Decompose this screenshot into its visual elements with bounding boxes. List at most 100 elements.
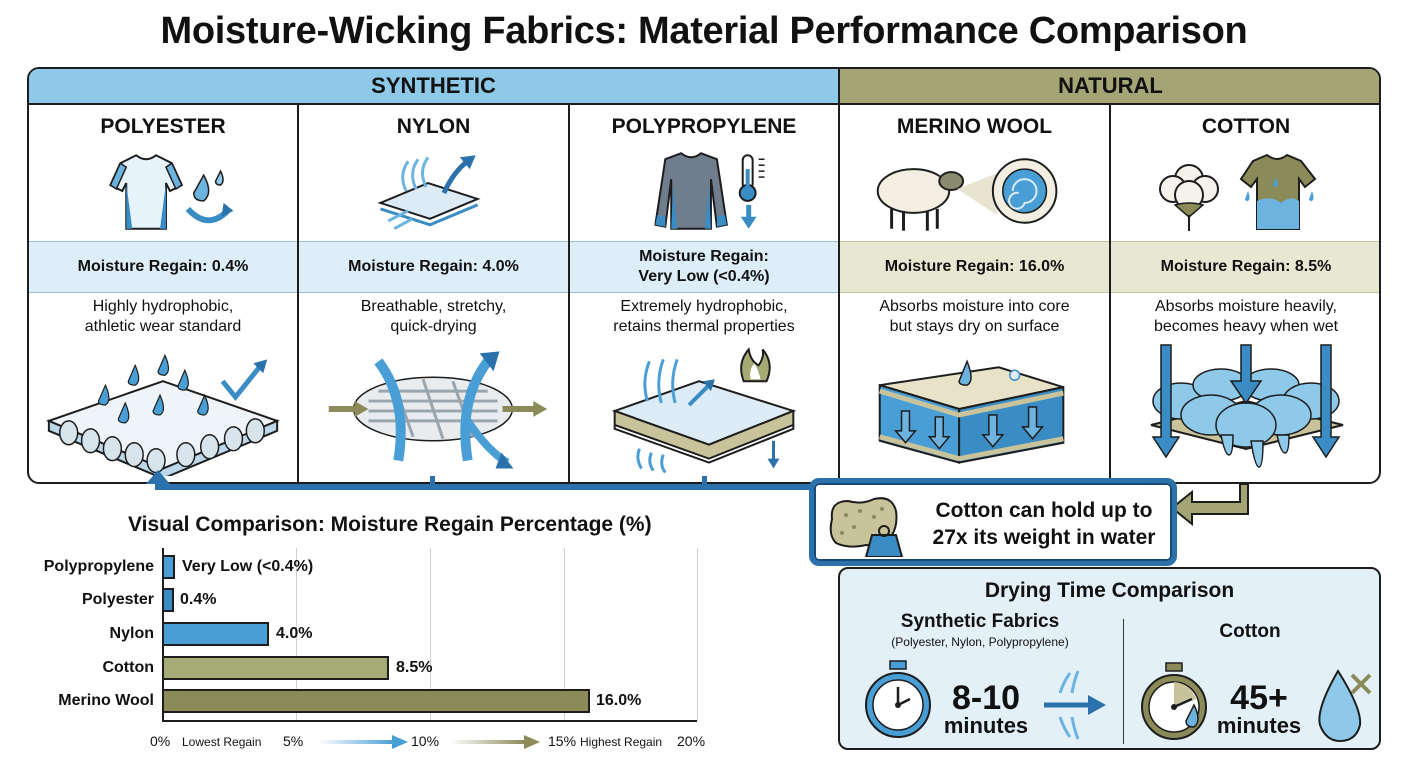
- arrow-right-icon: [450, 735, 540, 749]
- material-name: POLYPROPYLENE: [611, 115, 797, 138]
- material-name: POLYESTER: [100, 115, 226, 138]
- synthetic-heading: Synthetic Fabrics: [900, 611, 1060, 632]
- cotton-capacity-callout: Cotton can hold up to 27x its weight in …: [809, 478, 1177, 566]
- material-description: Breathable, stretchy, quick-drying: [299, 297, 568, 337]
- description-line: but stays dry on surface: [889, 318, 1060, 335]
- x-tick-label: 0%: [150, 733, 171, 749]
- moisture-regain-label: Moisture Regain:: [639, 248, 769, 265]
- group-header-natural: NATURAL: [840, 69, 1379, 105]
- synthetic-subheading: (Polyester, Nylon, Polypropylene): [891, 635, 1069, 649]
- gridline: [430, 548, 431, 721]
- moisture-regain: Moisture Regain: 4.0%: [299, 241, 568, 293]
- material-name: NYLON: [396, 115, 471, 138]
- material-description: Highly hydrophobic, athletic wear standa…: [29, 297, 297, 337]
- description-line: Absorbs moisture into core: [879, 298, 1070, 315]
- group-header-synthetic: SYNTHETIC: [29, 69, 840, 105]
- bar-label: Polypropylene: [43, 558, 154, 575]
- description-line: retains thermal properties: [613, 318, 795, 335]
- bar-value: 8.5%: [396, 659, 433, 676]
- moisture-regain-value: Moisture Regain: 16.0%: [884, 258, 1065, 275]
- material-column-merino-wool: MERINO WOOL Moisture Regain: 16.0% Absor…: [840, 105, 1111, 482]
- description-line: Absorbs moisture heavily,: [1155, 298, 1337, 315]
- bar-label: Cotton: [102, 659, 154, 676]
- thermal-layer-illustration: [611, 347, 797, 474]
- x-tick-label: 10%: [411, 733, 440, 749]
- drying-title: Drying Time Comparison: [984, 579, 1235, 602]
- connector-line: [155, 478, 161, 490]
- bar-value: 0.4%: [180, 591, 217, 608]
- arrow-left-icon: [1170, 484, 1249, 527]
- callout-line: 27x its weight in water: [932, 526, 1156, 549]
- connector-line: [702, 476, 707, 488]
- chart-title: Visual Comparison: Moisture Regain Perce…: [128, 513, 652, 536]
- material-column-nylon: NYLON Moisture Regain: 4.0% Breathable, …: [299, 105, 570, 482]
- cotton-wet-shirt-icon: [1159, 153, 1317, 231]
- synthetic-dry-unit: minutes: [943, 713, 1029, 738]
- x-tick-label: 20%: [677, 733, 706, 749]
- description-line: becomes heavy when wet: [1153, 318, 1339, 335]
- droplets-on-fibers-illustration: [46, 353, 280, 476]
- bar-label: Nylon: [109, 625, 154, 642]
- sponge-weight-icon: [829, 497, 904, 557]
- saturated-fibers-illustration: [1150, 344, 1344, 468]
- woven-airflow-illustration: [328, 351, 548, 469]
- comparison-table: SYNTHETIC NATURAL POLYESTER Moisture Reg…: [27, 67, 1381, 484]
- cotton-heading: Cotton: [1219, 621, 1281, 642]
- baselayer-thermometer-icon: [654, 152, 765, 230]
- bar-value: Very Low (<0.4%): [182, 558, 314, 575]
- fabric-airflow-icon: [377, 155, 481, 231]
- arrow-up-icon: [146, 470, 170, 484]
- moisture-regain-bar-chart: Polypropylene Very Low (<0.4%) Polyester…: [44, 548, 698, 722]
- moisture-regain: Moisture Regain: 8.5%: [1111, 241, 1379, 293]
- airflow-arrows-icon: [1044, 670, 1106, 740]
- material-name: COTTON: [1201, 115, 1291, 138]
- moisture-regain: Moisture Regain: Very Low (<0.4%): [570, 241, 838, 293]
- bar: [162, 689, 590, 713]
- synthetic-dry-value: 8-10: [951, 679, 1021, 717]
- absorbent-core-illustration: [878, 359, 1065, 464]
- material-name: MERINO WOOL: [896, 115, 1053, 138]
- shirt-water-icon: [109, 154, 234, 230]
- description-line: Highly hydrophobic,: [92, 298, 234, 315]
- material-description: Extremely hydrophobic, retains thermal p…: [570, 297, 838, 337]
- slow-stopwatch-icon: [1141, 662, 1207, 740]
- x-tick-label: 5%: [283, 733, 304, 749]
- gridline: [296, 548, 297, 721]
- bar-value: 16.0%: [596, 692, 642, 709]
- gridline: [564, 548, 565, 721]
- gridline: [697, 548, 698, 721]
- description-line: Breathable, stretchy,: [360, 298, 507, 315]
- bar-value: 4.0%: [276, 625, 313, 642]
- divider: [1123, 619, 1124, 744]
- bar-label: Merino Wool: [58, 692, 154, 709]
- axis-annotation: Highest Regain: [580, 735, 663, 749]
- y-axis: [162, 548, 164, 722]
- water-drop-cross-icon: [1318, 669, 1372, 743]
- x-axis: [162, 720, 697, 722]
- material-column-polypropylene: POLYPROPYLENE Moisture Regain: Very Low (…: [570, 105, 840, 482]
- bar: [162, 622, 269, 646]
- moisture-regain: Moisture Regain: 16.0%: [840, 241, 1109, 293]
- moisture-regain-value: Moisture Regain: 4.0%: [348, 258, 519, 275]
- description-line: quick-drying: [390, 318, 477, 335]
- callout-text: Cotton can hold up to 27x its weight in …: [914, 497, 1174, 551]
- axis-annotation: Lowest Regain: [182, 735, 262, 749]
- callout-line: Cotton can hold up to: [935, 499, 1153, 522]
- moisture-regain: Moisture Regain: 0.4%: [29, 241, 297, 293]
- sheep-fiber-icon: [876, 158, 1058, 231]
- bar-label: Polyester: [81, 591, 154, 608]
- moisture-regain-value: Moisture Regain: 0.4%: [77, 258, 249, 275]
- bar: [162, 656, 389, 680]
- description-line: Extremely hydrophobic,: [620, 298, 788, 315]
- cotton-dry-value: 45+: [1230, 679, 1288, 717]
- moisture-regain-value: Very Low (<0.4%): [638, 268, 770, 285]
- drying-time-panel: Drying Time Comparison Synthetic Fabrics…: [838, 567, 1381, 750]
- moisture-regain-value: Moisture Regain: 8.5%: [1160, 258, 1332, 275]
- x-tick-label: 15%: [548, 733, 577, 749]
- material-column-polyester: POLYESTER Moisture Regain: 0.4% Highly h…: [29, 105, 299, 482]
- material-column-cotton: COTTON Moisture Regain: 8.5% Absorbs moi…: [1111, 105, 1379, 482]
- page-title: Moisture-Wicking Fabrics: Material Perfo…: [160, 10, 1248, 52]
- connector-line: [430, 476, 435, 488]
- cotton-dry-unit: minutes: [1216, 713, 1302, 738]
- material-description: Absorbs moisture into core but stays dry…: [840, 297, 1109, 337]
